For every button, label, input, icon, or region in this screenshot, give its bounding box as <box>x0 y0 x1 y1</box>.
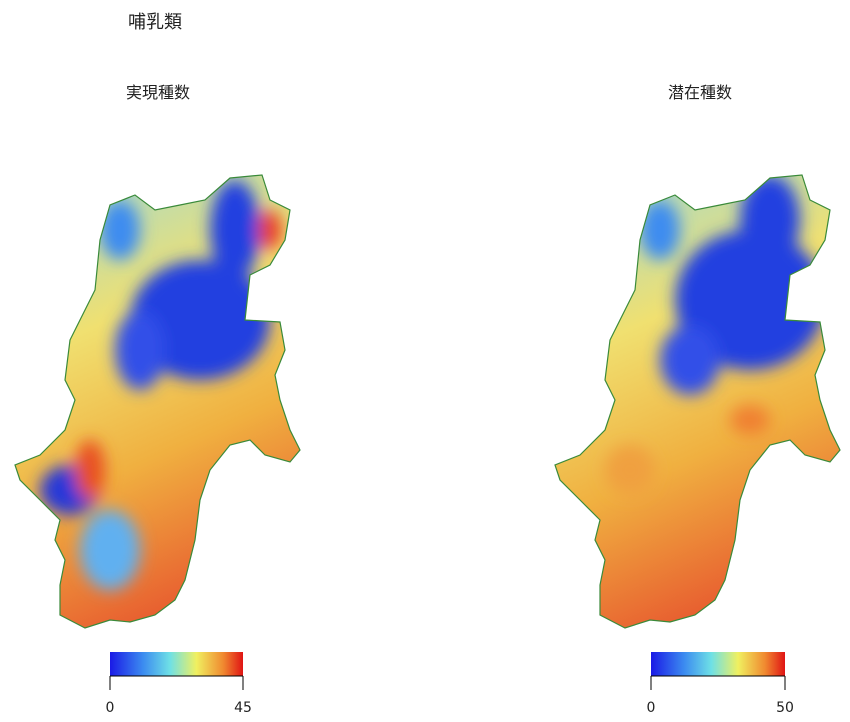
map-panel: 潜在種数 <box>554 83 841 629</box>
figure-title: 哺乳類 <box>128 12 182 33</box>
colorbar <box>651 652 785 676</box>
colorbar <box>110 652 243 676</box>
map-panel: 実現種数 <box>14 83 301 629</box>
map-title: 実現種数 <box>126 83 190 102</box>
colorbar-tick-label: 0 <box>647 700 656 716</box>
map-title: 潜在種数 <box>668 83 732 102</box>
colorbar-tick-label: 0 <box>106 700 115 716</box>
colorbars: 0 45 0 50 <box>106 652 794 716</box>
colorbar-tick-label: 50 <box>776 700 794 716</box>
map <box>555 175 840 628</box>
map <box>15 175 300 628</box>
colorbar-tick-label: 45 <box>234 700 252 716</box>
